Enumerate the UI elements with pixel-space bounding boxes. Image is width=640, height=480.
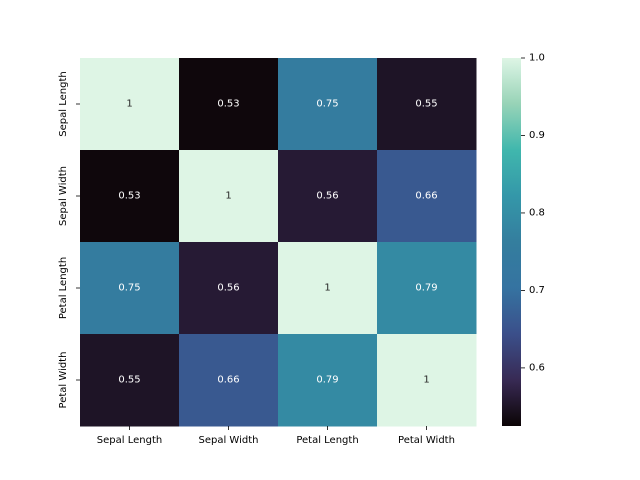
heatmap-cell (80, 150, 180, 243)
x-tick-label: Sepal Length (97, 435, 162, 446)
heatmap-cell (80, 334, 180, 427)
heatmap-cell (377, 150, 477, 243)
heatmap-cell (377, 58, 477, 151)
colorbar-tick-label: 0.9 (529, 130, 545, 141)
heatmap-cell (179, 334, 279, 427)
heatmap-cell-label: 0.66 (217, 375, 239, 386)
heatmap-cell (278, 242, 378, 335)
heatmap-cell (278, 334, 378, 427)
heatmap-cell (80, 242, 180, 335)
colorbar-tick-label: 1.0 (529, 53, 545, 64)
colorbar-tick-label: 0.8 (529, 207, 545, 218)
heatmap-cell (278, 150, 378, 243)
heatmap-cell-label: 1 (126, 99, 132, 110)
heatmap-cell-label: 0.79 (415, 283, 437, 294)
colorbar-gradient (502, 58, 521, 426)
heatmap-cell-label: 0.75 (316, 99, 338, 110)
x-tick-label: Petal Width (398, 435, 455, 446)
y-tick-label: Sepal Width (58, 166, 69, 226)
heatmap-cell (179, 58, 279, 151)
heatmap-cell-label: 0.66 (415, 191, 437, 202)
colorbar-tick-label: 0.7 (529, 285, 545, 296)
x-tick-label: Petal Length (296, 435, 358, 446)
y-axis-ticks: Sepal Length Sepal Width Petal Length Petal… (58, 71, 80, 408)
heatmap-cell (377, 242, 477, 335)
heatmap-cell (278, 58, 378, 151)
y-tick-label: Petal Length (58, 257, 69, 319)
y-tick-label: Petal Width (58, 352, 69, 409)
heatmap-cell (80, 58, 180, 151)
heatmap-cell-label: 0.79 (316, 375, 338, 386)
heatmap-cells (80, 58, 477, 427)
heatmap-cell-label: 1 (225, 191, 231, 202)
x-axis-ticks: Sepal Length Sepal Width Petal Length Petal… (97, 426, 455, 446)
heatmap-cell-label: 0.53 (217, 99, 239, 110)
colorbar: 0.6 0.7 0.8 0.9 1.0 (502, 53, 545, 426)
y-tick-label: Sepal Length (58, 71, 69, 136)
heatmap-cell-label: 0.56 (316, 191, 338, 202)
heatmap-cell (377, 334, 477, 427)
heatmap-cell-label: 0.75 (118, 283, 140, 294)
heatmap-cell-label: 0.55 (118, 375, 140, 386)
heatmap-cell-label: 0.56 (217, 283, 239, 294)
colorbar-tick-label: 0.6 (529, 362, 545, 373)
heatmap-cell-labels: 1 0.53 0.75 0.55 0.53 1 0.56 0.66 0.75 0.56 1 0.79 0… (118, 99, 437, 386)
x-tick-label: Sepal Width (199, 435, 259, 446)
heatmap-cell (179, 150, 279, 243)
heatmap-cell-label: 0.53 (118, 191, 140, 202)
heatmap-cell-label: 1 (324, 283, 330, 294)
heatmap-cell (179, 242, 279, 335)
heatmap-cell-label: 0.55 (415, 99, 437, 110)
heatmap-cell-label: 1 (423, 375, 429, 386)
